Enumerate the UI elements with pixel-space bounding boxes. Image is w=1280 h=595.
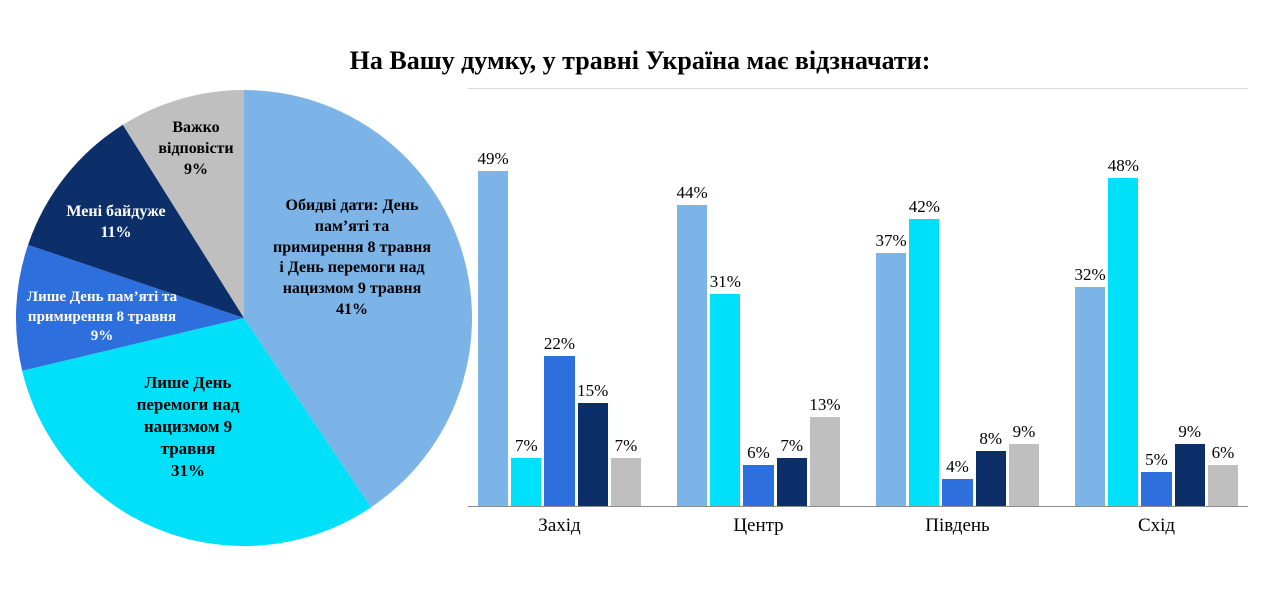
bar-group-1: 44% 31% 6% 7% 13% (677, 183, 840, 506)
bar-value-label: 13% (809, 395, 841, 414)
bar-value-label: 7% (514, 436, 538, 455)
pie-slice-1 (22, 318, 372, 547)
bar-group-0: 49% 7% 22% 15% 7% (478, 149, 642, 506)
bar-0-series-0: 49% (478, 149, 509, 506)
chart-title: На Вашу думку, у травні Україна має відз… (349, 46, 931, 75)
bar-value-label: 48% (1107, 156, 1139, 175)
bar-value-label: 49% (477, 149, 509, 168)
pie-label-victory-day: Лише День перемоги над нацизмом 9 травня… (118, 372, 258, 482)
pie-label-both-dates: Обидві дати: День пам’яті та примирення … (272, 196, 432, 321)
bar-0-series-1: 7% (511, 436, 542, 506)
pie-label-text: Обидві дати: День пам’яті та примирення … (272, 197, 431, 298)
bar-categories: Захід Центр Південь Схід (468, 515, 1248, 537)
bar-value-label: 32% (1074, 265, 1106, 284)
bar-3-series-4: 6% (1207, 443, 1239, 506)
bar-value-label: 8% (979, 429, 1003, 448)
bar-1-series-3: 7% (776, 436, 807, 506)
pie-label-text: Мені байдуже (66, 203, 166, 220)
bar-2-series-4: 9% (1008, 422, 1040, 506)
bar-value-label: 7% (614, 436, 638, 455)
category-label-3: Схід (1137, 515, 1176, 536)
pie-label-memory-day: Лише День пам’яті та примирення 8 травня… (17, 288, 187, 347)
bar-2-series-1: 42% (909, 197, 940, 506)
pie-label-indifferent: Мені байдуже 11% (56, 202, 176, 244)
bar-3-series-0: 32% (1075, 265, 1106, 506)
bar-2-series-3: 8% (975, 429, 1006, 506)
bar-value-label: 7% (780, 436, 804, 455)
bar-value-label: 5% (1145, 450, 1168, 469)
bar-0-series-2: 22% (544, 334, 575, 506)
bar-3-series-1: 48% (1108, 156, 1139, 506)
bar-1-series-0: 44% (677, 183, 708, 506)
pie-slice-0 (244, 90, 473, 508)
bar-1-series-2: 6% (743, 443, 774, 506)
pie-label-text: Лише День перемоги над нацизмом 9 травня (136, 373, 240, 459)
bar-group-3: 32% 48% 5% 9% 6% (1075, 156, 1239, 506)
bar-3-series-2: 5% (1141, 450, 1172, 506)
bar-value-label: 44% (676, 183, 708, 202)
pie-label-value: 11% (100, 223, 132, 241)
pie-slice-2 (16, 244, 244, 371)
bar-value-label: 22% (543, 334, 576, 353)
category-label-2: Південь (925, 515, 990, 536)
bar-value-label: 6% (747, 443, 770, 462)
pie-slice-3 (28, 124, 244, 318)
bar-value-label: 15% (577, 381, 609, 400)
bar-value-label: 42% (908, 197, 940, 216)
bar-chart: 49% 7% 22% 15% 7% 44% 31% 6% 7% 13% 37% 42% 4% 8% 9% 32… (468, 88, 1248, 537)
bar-2-series-2: 4% (942, 457, 973, 506)
bar-3-series-3: 9% (1174, 422, 1205, 506)
pie-label-value: 9% (90, 328, 114, 344)
pie-label-value: 9% (184, 160, 208, 178)
bar-value-label: 6% (1211, 443, 1235, 462)
bar-value-label: 9% (1178, 422, 1202, 441)
category-label-1: Центр (733, 515, 784, 536)
bar-0-series-3: 15% (577, 381, 608, 506)
bar-value-label: 4% (946, 457, 969, 476)
category-label-0: Захід (538, 515, 581, 536)
pie-label-hard-to-say: Важко відповісти 9% (136, 118, 256, 180)
bar-value-label: 9% (1012, 422, 1036, 441)
pie-label-text: Лише День пам’яті та примирення 8 травня (26, 289, 178, 325)
bar-group-2: 37% 42% 4% 8% 9% (876, 197, 1040, 506)
pie-slice-4 (122, 90, 244, 318)
bar-value-label: 37% (875, 231, 907, 250)
bar-1-series-1: 31% (710, 272, 741, 506)
pie-label-value: 41% (336, 300, 368, 318)
pie-svg (16, 90, 473, 547)
bar-0-series-4: 7% (610, 436, 642, 506)
bar-plot: 49% 7% 22% 15% 7% 44% 31% 6% 7% 13% 37% 42% 4% 8% 9% 32… (468, 88, 1248, 507)
pie-label-text: Важко відповісти (158, 119, 234, 157)
bar-2-series-0: 37% (876, 231, 907, 506)
pie-label-value: 31% (171, 461, 205, 481)
pie-chart (14, 88, 474, 548)
bar-1-series-4: 13% (809, 395, 840, 506)
bar-value-label: 31% (709, 272, 741, 291)
